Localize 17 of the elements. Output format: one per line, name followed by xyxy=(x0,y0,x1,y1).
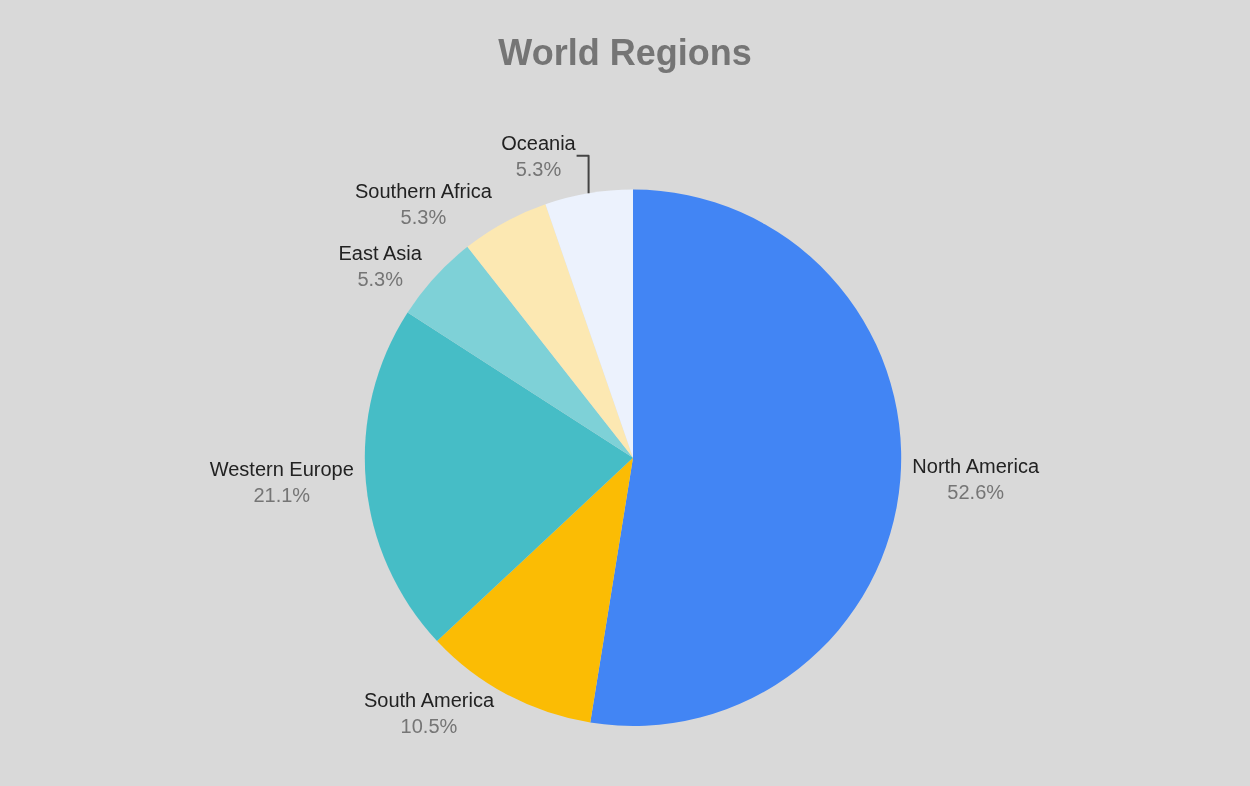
data-label: 5.3% xyxy=(400,205,447,228)
slice-label: North America xyxy=(912,455,1040,478)
data-label: 5.3% xyxy=(515,157,562,180)
data-label: 52.6% xyxy=(947,481,1005,504)
slice-label: Western Europe xyxy=(209,457,354,480)
pie-slice xyxy=(364,312,633,641)
data-label: 10.5% xyxy=(400,715,458,738)
pie-slice xyxy=(467,204,633,458)
slice-label: Southern Africa xyxy=(355,179,493,202)
slice-label: East Asia xyxy=(338,242,423,265)
pie-slice xyxy=(590,189,901,726)
slice-label: Oceania xyxy=(501,131,577,154)
data-label: 5.3% xyxy=(357,268,404,291)
pie-slice xyxy=(545,189,633,458)
data-label: 21.1% xyxy=(253,483,311,506)
slice-label: South America xyxy=(363,689,495,712)
chart-title: World Regions xyxy=(498,31,752,73)
